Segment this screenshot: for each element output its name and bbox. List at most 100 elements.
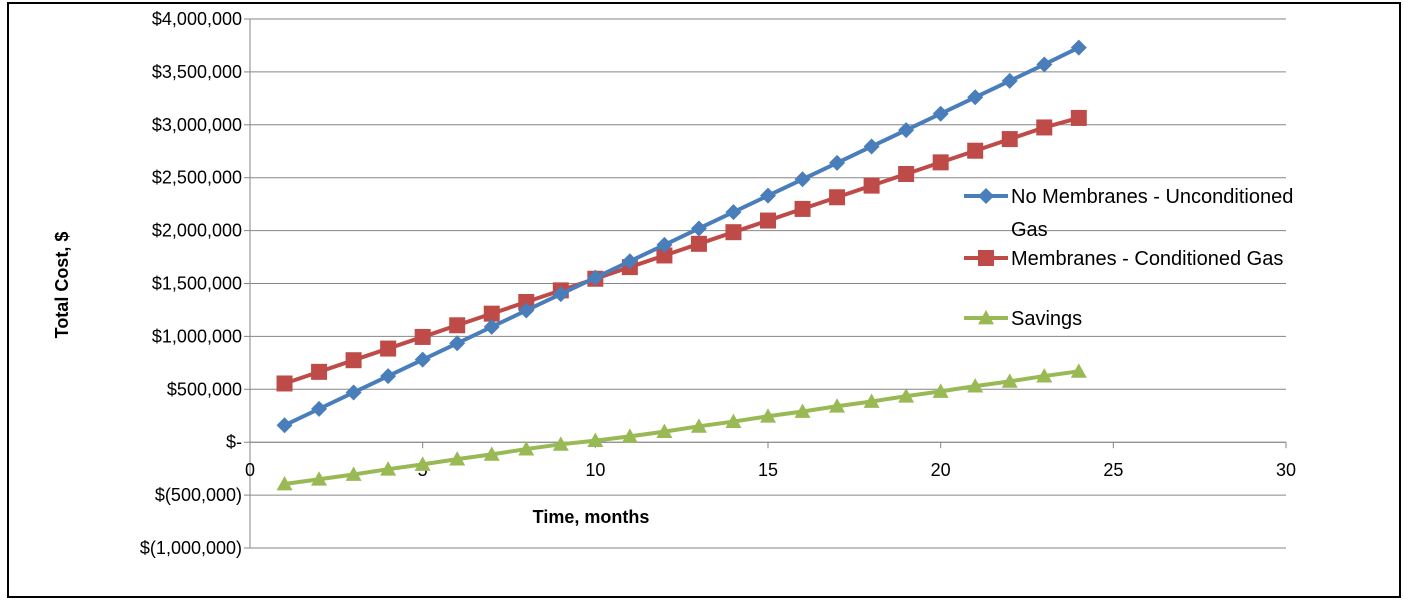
series-square xyxy=(276,109,1087,392)
x-tick-label: 30 xyxy=(1276,460,1296,480)
data-point-diamond xyxy=(1036,56,1053,73)
series-triangle xyxy=(276,363,1087,491)
series-line xyxy=(283,45,1080,428)
y-axis-tick-labels: $(1,000,000) $(500,000) $- $500,000 $1,000,0… xyxy=(140,9,242,558)
y-tick-label: $(1,000,000) xyxy=(140,538,242,558)
x-tick-label: 15 xyxy=(758,460,778,480)
data-point-square xyxy=(449,317,466,334)
data-point-diamond xyxy=(760,187,776,204)
data-point-triangle xyxy=(898,388,915,403)
x-tick-label: 20 xyxy=(931,460,951,480)
data-point-square xyxy=(967,142,984,159)
series-diamond xyxy=(276,39,1087,434)
x-tick-label: 25 xyxy=(1103,460,1123,480)
data-point-square xyxy=(978,250,994,266)
data-point-square xyxy=(1036,119,1053,136)
y-tick-label: $2,000,000 xyxy=(152,221,242,241)
legend-item: Membranes - Conditioned Gas xyxy=(964,248,1283,270)
data-point-square xyxy=(345,352,362,369)
data-point-triangle xyxy=(311,471,328,486)
data-point-triangle xyxy=(978,310,994,325)
legend-label: Savings xyxy=(1011,308,1082,330)
data-point-diamond xyxy=(414,351,431,368)
data-point-triangle xyxy=(483,446,500,461)
data-point-diamond xyxy=(794,171,811,188)
data-point-diamond xyxy=(449,335,466,352)
data-point-diamond xyxy=(932,105,949,122)
data-point-diamond xyxy=(690,220,707,237)
data-point-diamond xyxy=(587,269,604,286)
data-point-square xyxy=(794,200,811,217)
data-point-diamond xyxy=(863,138,880,155)
data-point-triangle xyxy=(690,418,707,433)
data-point-square xyxy=(898,165,915,182)
data-point-triangle xyxy=(518,441,535,456)
data-point-triangle xyxy=(794,403,811,418)
data-point-triangle xyxy=(967,378,984,393)
data-point-diamond xyxy=(311,400,328,417)
series-line xyxy=(284,369,1080,486)
data-point-square xyxy=(1070,109,1087,126)
data-point-triangle xyxy=(1001,373,1018,388)
data-point-square xyxy=(760,212,776,229)
data-point-triangle xyxy=(449,451,466,466)
y-tick-label: $- xyxy=(226,432,242,452)
legend-item: No Membranes - Unconditioned Gas xyxy=(964,186,1293,241)
data-point-triangle xyxy=(932,383,949,398)
data-point-triangle xyxy=(345,466,362,481)
data-point-diamond xyxy=(656,236,673,253)
data-point-diamond xyxy=(518,302,535,319)
data-point-diamond xyxy=(276,417,293,434)
x-axis-title: Time, months xyxy=(533,507,650,527)
y-tick-label: $(500,000) xyxy=(155,485,242,505)
legend-label: No Membranes - Unconditioned xyxy=(1011,186,1293,208)
y-tick-label: $2,500,000 xyxy=(152,168,242,188)
y-tick-label: $500,000 xyxy=(167,379,242,399)
data-point-square xyxy=(380,340,397,357)
data-point-diamond xyxy=(829,154,846,171)
x-axis-tick-labels: 051015202530 xyxy=(245,460,1296,480)
data-point-diamond xyxy=(898,122,915,139)
data-point-triangle xyxy=(621,428,638,443)
x-tick-label: 10 xyxy=(585,460,605,480)
data-point-square xyxy=(276,375,293,392)
data-point-triangle xyxy=(1036,368,1053,383)
data-point-square xyxy=(518,294,535,311)
y-tick-label: $1,500,000 xyxy=(152,274,242,294)
y-tick-label: $3,000,000 xyxy=(152,115,242,135)
axes xyxy=(244,18,1287,549)
data-point-diamond xyxy=(483,318,500,335)
data-point-square xyxy=(932,154,949,171)
data-point-diamond xyxy=(725,204,742,221)
y-axis-title: Total Cost, $ xyxy=(52,232,72,339)
data-point-diamond xyxy=(621,253,638,270)
y-tick-label: $4,000,000 xyxy=(152,9,242,29)
data-point-diamond xyxy=(552,286,569,303)
data-point-square xyxy=(414,328,431,345)
data-point-triangle xyxy=(414,456,431,471)
data-point-diamond xyxy=(380,368,397,385)
data-point-triangle xyxy=(380,461,397,476)
data-point-diamond xyxy=(978,188,994,204)
data-point-diamond xyxy=(1070,39,1087,56)
data-point-triangle xyxy=(760,408,776,423)
legend-label: Gas xyxy=(1011,219,1048,241)
data-point-square xyxy=(863,177,880,194)
y-tick-label: $1,000,000 xyxy=(152,326,242,346)
data-point-triangle xyxy=(587,432,604,448)
x-tick-label: 0 xyxy=(245,460,255,480)
series-group xyxy=(276,39,1087,491)
data-point-triangle xyxy=(863,393,880,408)
legend-label: Membranes - Conditioned Gas xyxy=(1011,248,1283,270)
data-point-square xyxy=(656,247,673,264)
data-point-triangle xyxy=(1070,363,1087,378)
y-tick-label: $3,500,000 xyxy=(152,62,242,82)
data-point-diamond xyxy=(345,384,362,401)
data-point-triangle xyxy=(276,475,293,491)
data-point-triangle xyxy=(829,398,846,413)
data-point-square xyxy=(725,224,742,241)
data-point-square xyxy=(690,235,707,252)
data-point-triangle xyxy=(552,436,569,451)
